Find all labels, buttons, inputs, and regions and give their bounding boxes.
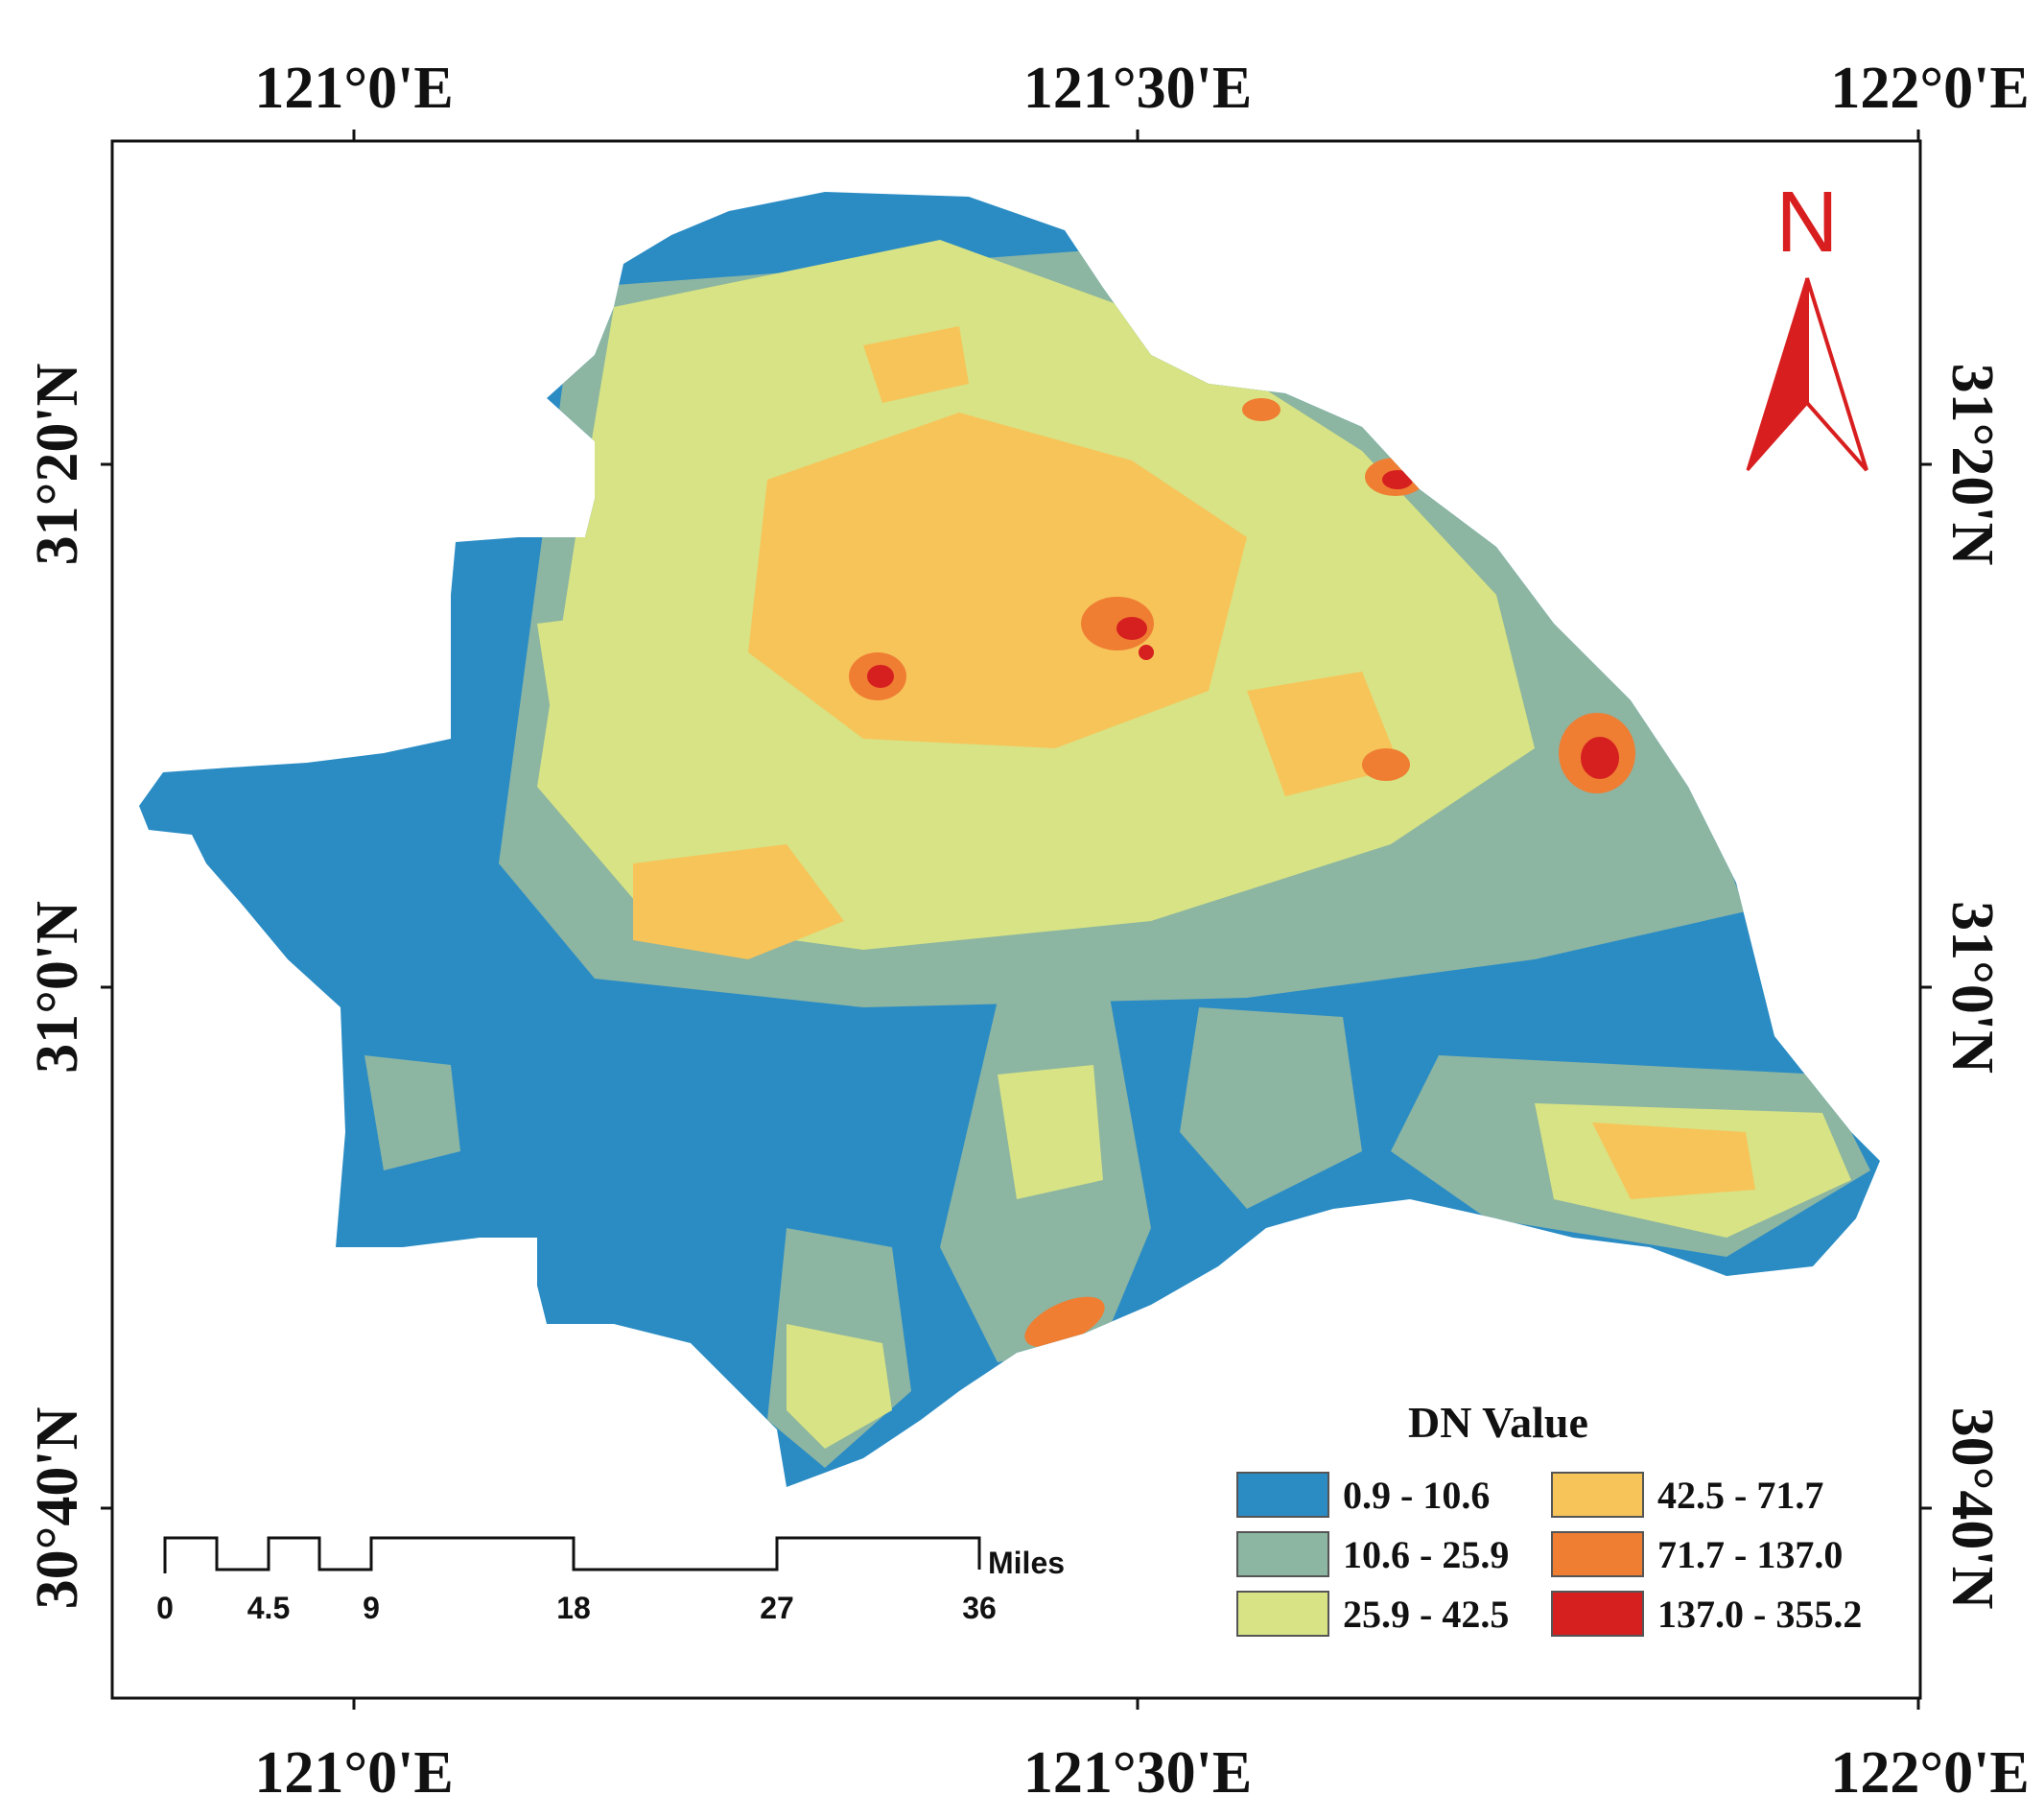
legend-label-5: 71.7 - 137.0 xyxy=(1657,1533,1843,1576)
legend-label-1: 0.9 - 10.6 xyxy=(1343,1474,1490,1517)
scale-tick-0: 0 xyxy=(156,1591,174,1625)
legend-swatch-1 xyxy=(1236,1472,1329,1518)
bottom-lon-label-1: 121°0'E xyxy=(254,1740,453,1806)
right-lat-label-3: 30°40'N xyxy=(1939,1407,2005,1610)
graticule-ticks xyxy=(101,130,1932,1710)
legend: DN Value 0.9 - 10.6 10.6 - 25.9 25.9 - 4… xyxy=(1236,1398,1862,1637)
legend-label-3: 25.9 - 42.5 xyxy=(1343,1593,1509,1636)
right-lat-label-2: 31°0'N xyxy=(1939,901,2005,1074)
scale-bar: 0 4.5 9 18 27 36 Miles xyxy=(156,1536,1065,1625)
scale-tick-3: 18 xyxy=(556,1591,591,1625)
legend-swatch-6 xyxy=(1551,1591,1644,1637)
legend-swatch-3 xyxy=(1236,1591,1329,1637)
left-lat-label-2: 31°0'N xyxy=(25,901,90,1074)
legend-label-4: 42.5 - 71.7 xyxy=(1657,1474,1823,1517)
bottom-lon-label-3: 122°0'E xyxy=(1830,1740,2029,1806)
legend-swatch-5 xyxy=(1551,1531,1644,1577)
dn-raster-region xyxy=(139,192,1880,1487)
legend-label-6: 137.0 - 355.2 xyxy=(1657,1593,1862,1636)
scale-unit: Miles xyxy=(988,1546,1065,1580)
scale-tick-1: 4.5 xyxy=(247,1591,290,1625)
top-lon-label-3: 122°0'E xyxy=(1830,56,2029,121)
scale-tick-2: 9 xyxy=(363,1591,380,1625)
left-lat-label-3: 30°40'N xyxy=(25,1407,90,1610)
bottom-lon-label-2: 121°30'E xyxy=(1023,1740,1252,1806)
legend-swatch-2 xyxy=(1236,1531,1329,1577)
legend-title: DN Value xyxy=(1408,1398,1588,1447)
legend-label-2: 10.6 - 25.9 xyxy=(1343,1533,1509,1576)
north-arrow-label: N xyxy=(1776,175,1839,271)
top-lon-label-2: 121°30'E xyxy=(1023,56,1252,121)
scale-tick-5: 36 xyxy=(962,1591,997,1625)
left-lat-label-1: 31°20'N xyxy=(25,364,90,566)
north-arrow-icon: N xyxy=(1746,175,1868,472)
map-frame xyxy=(110,139,1922,1700)
right-lat-label-1: 31°20'N xyxy=(1939,364,2005,566)
scale-tick-4: 27 xyxy=(760,1591,794,1625)
legend-swatch-4 xyxy=(1551,1472,1644,1518)
top-lon-label-1: 121°0'E xyxy=(254,56,453,121)
